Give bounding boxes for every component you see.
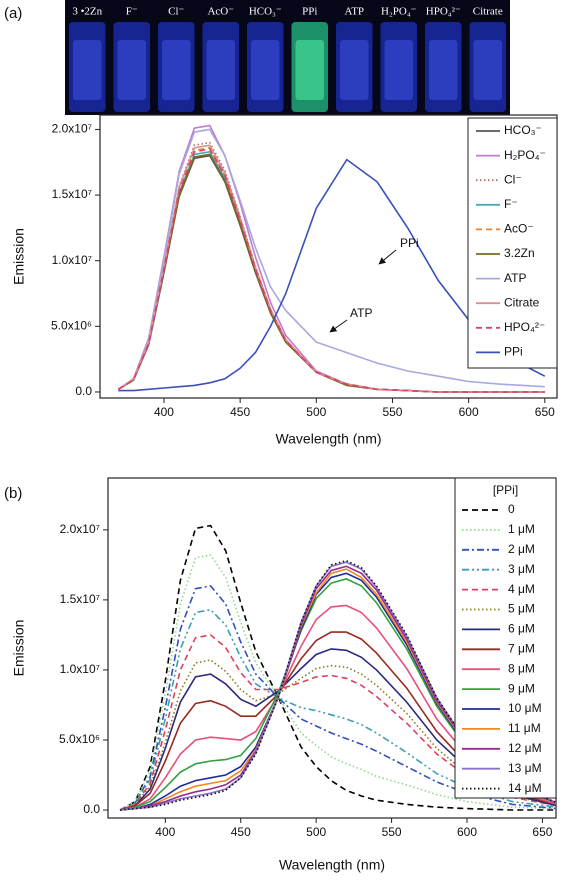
y-tick-label: 2.0x10⁷ <box>60 522 100 536</box>
legend-label: 6 μM <box>508 622 535 636</box>
series-line <box>120 559 556 811</box>
annotation-arrow <box>378 249 397 265</box>
photo-label: Cl⁻ <box>168 6 184 18</box>
photo-label: ATP <box>344 6 364 18</box>
legend-title: [PPi] <box>493 483 518 497</box>
x-tick-label: 600 <box>457 825 477 839</box>
legend-label: F⁻ <box>504 197 518 211</box>
photo-label: AcO⁻ <box>207 6 234 18</box>
legend-label: 13 μM <box>508 761 542 775</box>
y-tick-label: 0.0 <box>75 384 92 398</box>
legend-label: 10 μM <box>508 701 542 715</box>
legend-label: 3 μM <box>508 562 535 576</box>
x-tick-label: 600 <box>459 405 479 419</box>
series-line <box>119 554 556 811</box>
series-line <box>117 148 545 393</box>
series-group <box>119 524 556 811</box>
x-tick-label: 450 <box>230 405 250 419</box>
legend-label: HCO₃⁻ <box>504 123 542 137</box>
x-tick-label: 650 <box>532 825 552 839</box>
legend-label: 5 μM <box>508 602 535 616</box>
photo-label: HCO₃⁻ <box>249 6 282 18</box>
x-tick-label: 500 <box>306 405 326 419</box>
photo-label: H₂PO₄⁻ <box>381 6 417 18</box>
legend-label: PPi <box>504 345 523 359</box>
vial-glow <box>117 40 146 100</box>
vial-glow <box>429 40 458 100</box>
legend-label: 12 μM <box>508 741 542 755</box>
panel-label: (a) <box>4 5 22 22</box>
photo-label: 3 •2Zn <box>72 6 102 18</box>
series-line <box>119 648 556 811</box>
x-axis-title: Wavelength (nm) <box>275 431 381 447</box>
legend-box <box>467 117 558 369</box>
vial-glow <box>73 40 102 100</box>
legend-label: 0 <box>508 502 515 516</box>
x-tick-label: 400 <box>155 825 175 839</box>
y-tick-label: 1.0x10⁷ <box>52 253 92 267</box>
photo-label: HPO₄²⁻ <box>426 6 461 18</box>
vial-glow <box>295 40 324 100</box>
series-group <box>117 124 546 393</box>
legend-label: 2 μM <box>508 542 535 556</box>
legend-label: HPO₄²⁻ <box>504 320 545 334</box>
x-tick-label: 550 <box>382 825 402 839</box>
series-line <box>119 608 556 811</box>
y-axis-title: Emission <box>11 620 27 677</box>
vial-glow <box>206 40 235 100</box>
series-line <box>119 659 556 811</box>
vial-glow <box>162 40 191 100</box>
legend-label: Cl⁻ <box>504 172 522 186</box>
series-line <box>119 604 556 811</box>
legend-label: ATP <box>504 271 526 285</box>
y-tick-label: 5.0x10⁶ <box>51 319 92 333</box>
panel-label: (b) <box>4 485 22 502</box>
photo-label: Citrate <box>473 6 503 18</box>
legend-label: 4 μM <box>508 582 535 596</box>
legend-label: 11 μM <box>508 721 541 735</box>
series-line <box>119 524 556 811</box>
annotation: ATP <box>350 306 372 320</box>
y-tick-label: 0.0 <box>83 802 100 816</box>
series-line <box>119 631 556 811</box>
y-tick-label: 1.5x10⁷ <box>52 187 92 201</box>
legend-label: 3.2Zn <box>504 246 535 260</box>
legend-label: 1 μM <box>508 522 535 536</box>
legend-label: H₂PO₄⁻ <box>504 148 546 162</box>
x-tick-label: 500 <box>306 825 326 839</box>
x-tick-label: 650 <box>535 405 555 419</box>
legend-box <box>454 477 557 799</box>
y-tick-label: 5.0x10⁶ <box>59 732 100 746</box>
photo-label: F⁻ <box>126 6 138 18</box>
legend-label: 8 μM <box>508 661 535 675</box>
x-tick-label: 450 <box>231 825 251 839</box>
legend-label: 14 μM <box>508 781 542 795</box>
y-tick-label: 1.5x10⁷ <box>60 592 100 606</box>
annotation-arrow <box>329 319 348 333</box>
vial-glow <box>384 40 413 100</box>
legend-label: 7 μM <box>508 641 535 655</box>
vial-glow <box>251 40 280 100</box>
legend-label: AcO⁻ <box>504 222 534 236</box>
annotation: PPi <box>400 236 419 250</box>
legend-label: Citrate <box>504 295 540 309</box>
photo-label: PPi <box>302 6 317 18</box>
y-axis-title: Emission <box>11 228 27 285</box>
y-tick-label: 2.0x10⁷ <box>52 122 92 136</box>
series-line <box>118 158 546 392</box>
x-axis-title: Wavelength (nm) <box>279 857 385 873</box>
x-tick-label: 550 <box>382 405 402 419</box>
series-line <box>119 634 556 811</box>
vial-glow <box>340 40 369 100</box>
x-tick-label: 400 <box>154 405 174 419</box>
vial-glow <box>473 40 502 100</box>
series-line <box>117 128 545 390</box>
y-tick-label: 1.0x10⁷ <box>60 662 100 676</box>
legend-label: 9 μM <box>508 681 535 695</box>
